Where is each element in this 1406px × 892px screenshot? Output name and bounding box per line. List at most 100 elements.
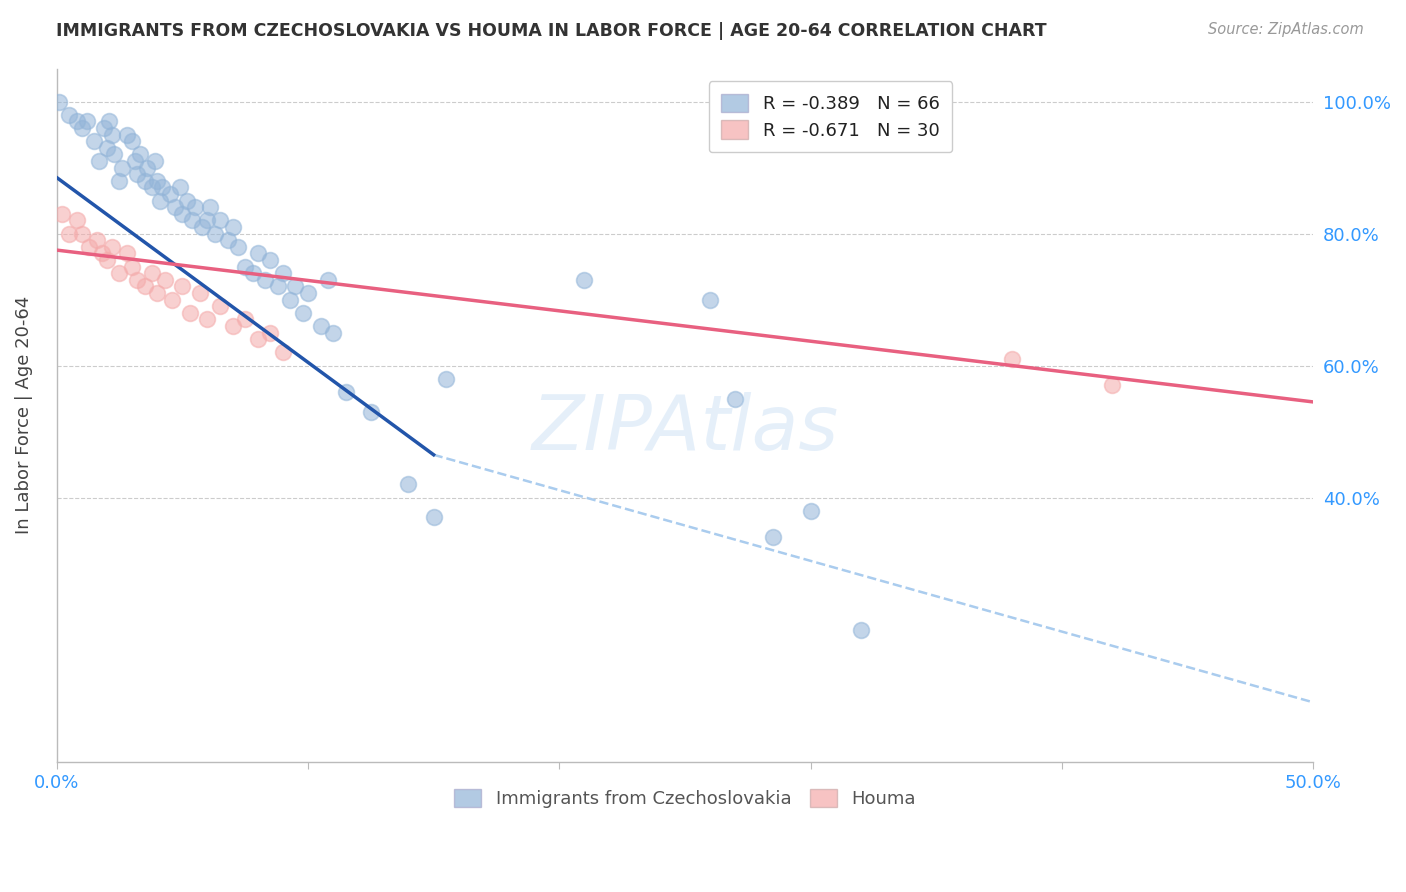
- Point: [134, 279, 156, 293]
- Point: [115, 246, 138, 260]
- Point: [125, 167, 148, 181]
- Text: IMMIGRANTS FROM CZECHOSLOVAKIA VS HOUMA IN LABOR FORCE | AGE 20-64 CORRELATION C: IMMIGRANTS FROM CZECHOSLOVAKIA VS HOUMA …: [56, 22, 1047, 40]
- Point: [221, 219, 243, 234]
- Point: [181, 213, 204, 227]
- Point: [226, 240, 249, 254]
- Point: [259, 252, 281, 267]
- Point: [66, 114, 89, 128]
- Point: [149, 194, 172, 208]
- Point: [233, 260, 256, 274]
- Point: [1101, 378, 1123, 392]
- Point: [76, 114, 98, 128]
- Point: [141, 266, 163, 280]
- Point: [96, 141, 118, 155]
- Point: [197, 312, 219, 326]
- Point: [179, 306, 201, 320]
- Point: [335, 385, 357, 400]
- Point: [172, 279, 194, 293]
- Point: [163, 200, 186, 214]
- Point: [90, 246, 112, 260]
- Point: [51, 207, 73, 221]
- Point: [246, 332, 269, 346]
- Point: [93, 120, 115, 135]
- Point: [121, 134, 143, 148]
- Point: [125, 273, 148, 287]
- Point: [146, 285, 169, 300]
- Point: [143, 153, 166, 168]
- Point: [176, 194, 198, 208]
- Point: [128, 147, 150, 161]
- Point: [58, 227, 80, 241]
- Point: [360, 405, 382, 419]
- Point: [153, 273, 176, 287]
- Point: [1001, 351, 1024, 366]
- Point: [322, 326, 344, 340]
- Point: [169, 180, 191, 194]
- Point: [191, 219, 214, 234]
- Point: [86, 233, 108, 247]
- Point: [150, 180, 173, 194]
- Point: [58, 108, 80, 122]
- Point: [398, 477, 420, 491]
- Point: [108, 174, 131, 188]
- Point: [101, 240, 124, 254]
- Point: [96, 252, 118, 267]
- Point: [254, 273, 277, 287]
- Point: [146, 174, 169, 188]
- Point: [208, 213, 231, 227]
- Point: [70, 120, 93, 135]
- Text: ZIPAtlas: ZIPAtlas: [531, 392, 838, 466]
- Point: [291, 306, 314, 320]
- Point: [103, 147, 125, 161]
- Point: [70, 227, 93, 241]
- Point: [422, 510, 444, 524]
- Point: [134, 174, 156, 188]
- Point: [160, 293, 183, 307]
- Point: [66, 213, 89, 227]
- Point: [141, 180, 163, 194]
- Point: [233, 312, 256, 326]
- Point: [115, 128, 138, 142]
- Point: [198, 200, 221, 214]
- Point: [98, 114, 121, 128]
- Point: [242, 266, 264, 280]
- Point: [309, 318, 332, 333]
- Point: [204, 227, 226, 241]
- Point: [762, 530, 785, 544]
- Point: [280, 293, 302, 307]
- Point: [159, 186, 181, 201]
- Point: [271, 345, 294, 359]
- Point: [83, 134, 105, 148]
- Point: [197, 213, 219, 227]
- Point: [108, 266, 131, 280]
- Point: [124, 153, 146, 168]
- Point: [284, 279, 307, 293]
- Point: [699, 293, 721, 307]
- Point: [48, 95, 70, 109]
- Point: [217, 233, 239, 247]
- Point: [79, 240, 101, 254]
- Point: [172, 207, 194, 221]
- Point: [111, 161, 134, 175]
- Text: Source: ZipAtlas.com: Source: ZipAtlas.com: [1208, 22, 1364, 37]
- Point: [297, 285, 319, 300]
- Point: [246, 246, 269, 260]
- Point: [574, 273, 596, 287]
- Point: [188, 285, 211, 300]
- Point: [208, 299, 231, 313]
- Point: [267, 279, 290, 293]
- Point: [221, 318, 243, 333]
- Y-axis label: In Labor Force | Age 20-64: In Labor Force | Age 20-64: [15, 296, 32, 534]
- Point: [259, 326, 281, 340]
- Point: [184, 200, 207, 214]
- Point: [121, 260, 143, 274]
- Point: [101, 128, 124, 142]
- Point: [89, 153, 111, 168]
- Legend: Immigrants from Czechoslovakia, Houma: Immigrants from Czechoslovakia, Houma: [447, 781, 922, 815]
- Point: [434, 372, 457, 386]
- Point: [800, 504, 823, 518]
- Point: [271, 266, 294, 280]
- Point: [316, 273, 339, 287]
- Point: [724, 392, 747, 406]
- Point: [849, 623, 872, 637]
